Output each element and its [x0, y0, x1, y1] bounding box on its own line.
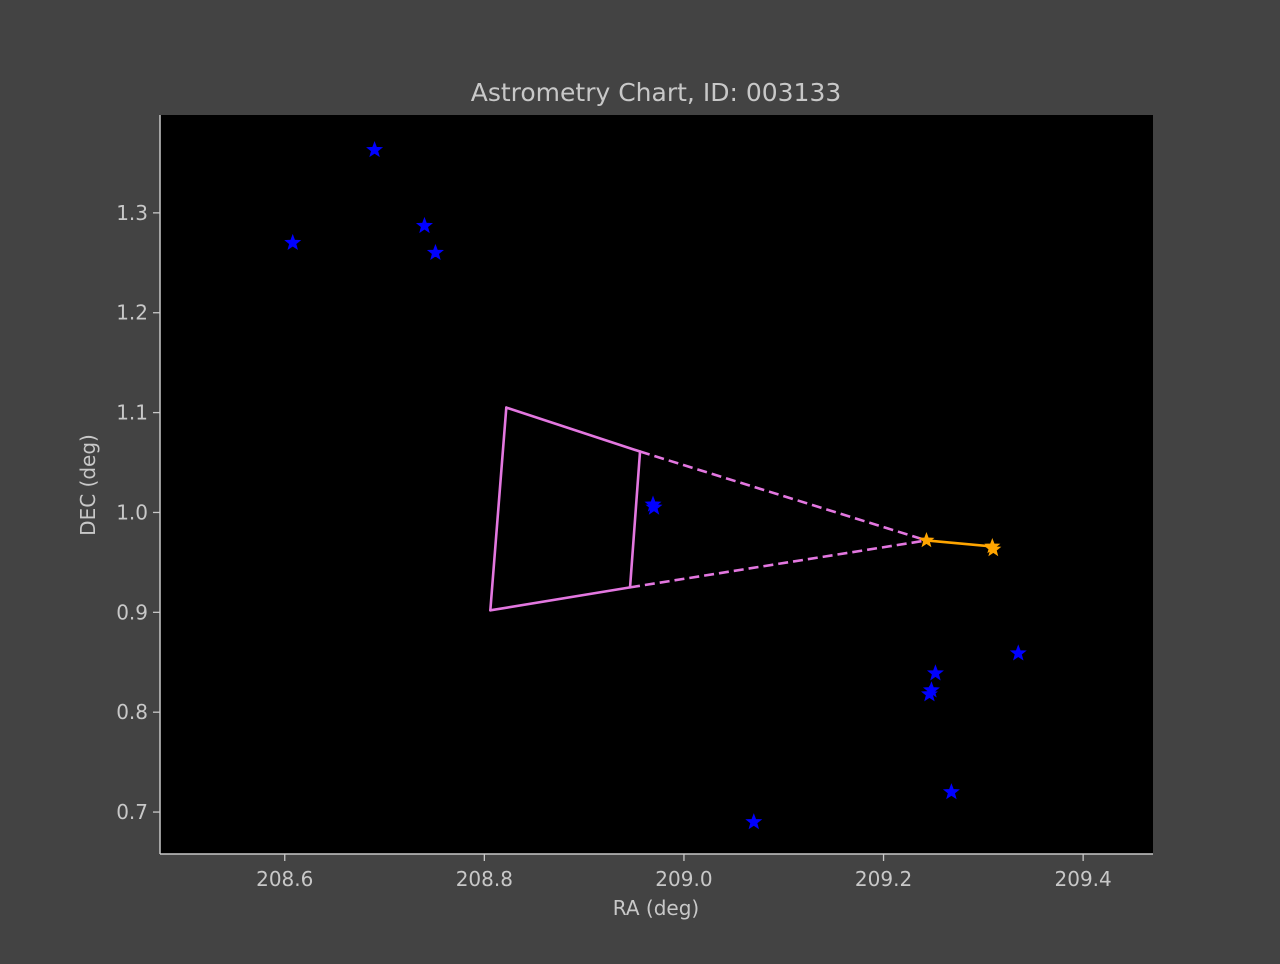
star-point: [745, 813, 763, 830]
y-tick-label: 1.2: [116, 301, 148, 325]
y-tick-label: 1.1: [116, 401, 148, 425]
field-projection-dashed-line: [629, 539, 927, 589]
x-tick-label: 208.8: [456, 867, 513, 891]
field-projection-dashed-line: [639, 450, 927, 542]
x-axis-ticks: 208.6 208.8 209.0 209.2 209.4: [256, 854, 1112, 891]
star-point: [644, 495, 662, 512]
y-tick-label: 0.8: [116, 700, 148, 724]
star-point: [366, 141, 384, 158]
x-tick-label: 209.4: [1055, 867, 1112, 891]
plot-area: [160, 115, 1153, 854]
star-point: [920, 685, 938, 702]
star-point: [284, 233, 302, 251]
y-tick-label: 0.7: [116, 800, 148, 824]
star-point: [1009, 644, 1027, 661]
star-point: [415, 216, 433, 234]
x-tick-label: 209.0: [655, 867, 712, 891]
y-tick-label: 0.9: [116, 600, 148, 624]
star-point: [942, 783, 960, 800]
star-point: [426, 243, 444, 261]
y-axis-ticks: 0.7 0.8 0.9 1.0 1.1 1.2 1.3: [116, 201, 160, 824]
track-point: [985, 540, 1002, 557]
x-tick-label: 208.6: [256, 867, 313, 891]
y-tick-label: 1.3: [116, 201, 148, 225]
field-outline-line: [489, 586, 632, 612]
field-outline-line: [505, 406, 642, 453]
field-outline-line: [628, 450, 642, 589]
track-point: [918, 531, 935, 548]
field-outline-line: [489, 406, 508, 612]
x-axis-label: RA (deg): [613, 896, 699, 920]
star-point: [926, 664, 944, 681]
chart-title: Astrometry Chart, ID: 003133: [471, 78, 842, 107]
y-axis-label: DEC (deg): [76, 434, 100, 536]
chart-marks: [284, 141, 1027, 830]
y-tick-label: 1.0: [116, 500, 148, 524]
x-tick-label: 209.2: [855, 867, 912, 891]
